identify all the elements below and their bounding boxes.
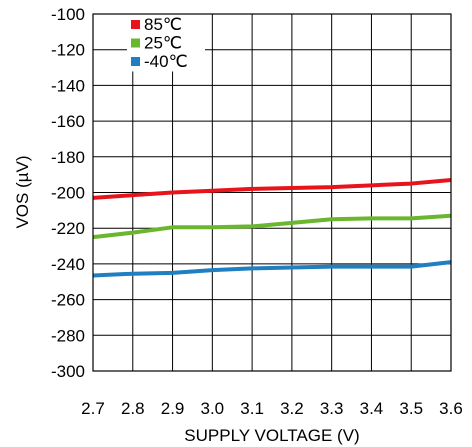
x-tick-label: 3.0: [201, 399, 225, 418]
x-tick-label: 3.1: [240, 399, 264, 418]
y-axis-tick-labels: -100 -120 -140 -160 -180 -200 -220 -240 -260 -280…: [51, 5, 85, 381]
series-lines: [92, 178, 452, 278]
x-axis-tick-labels: 2.7 2.8 2.9 3.0 3.1 3.2 3.3 3.4 3.5 3.6: [81, 399, 463, 418]
legend-label: 85℃: [144, 15, 182, 34]
y-tick-label: -140: [51, 76, 85, 95]
x-tick-label: 3.4: [360, 399, 384, 418]
legend: 85℃25℃-40℃: [127, 14, 205, 72]
x-tick-label: 2.9: [161, 399, 185, 418]
x-tick-label: 2.8: [121, 399, 145, 418]
y-tick-label: -300: [51, 362, 85, 381]
y-axis-title: VOS (µV): [13, 155, 32, 228]
x-tick-label: 2.7: [81, 399, 105, 418]
legend-label: -40℃: [144, 52, 188, 71]
plot-area-border: [92, 13, 452, 372]
x-axis-title: SUPPLY VOLTAGE (V): [184, 426, 359, 445]
y-tick-label: -240: [51, 255, 85, 274]
x-tick-label: 3.3: [320, 399, 344, 418]
x-tick-label: 3.2: [280, 399, 304, 418]
y-tick-label: -280: [51, 326, 85, 345]
y-tick-label: -200: [51, 184, 85, 203]
series-line-1: [92, 213, 452, 240]
y-tick-label: -180: [51, 148, 85, 167]
y-tick-label: -100: [51, 5, 85, 24]
x-tick-label: 3.5: [399, 399, 423, 418]
x-tick-label: 3.6: [439, 399, 463, 418]
legend-label: 25℃: [144, 34, 182, 53]
y-tick-label: -160: [51, 112, 85, 131]
y-tick-label: -220: [51, 219, 85, 238]
legend-swatch: [131, 20, 140, 29]
y-tick-label: -120: [51, 41, 85, 60]
y-tick-label: -260: [51, 291, 85, 310]
series-line-2: [92, 260, 452, 278]
series-line-0: [92, 178, 452, 200]
legend-swatch: [131, 57, 140, 66]
legend-swatch: [131, 38, 140, 48]
